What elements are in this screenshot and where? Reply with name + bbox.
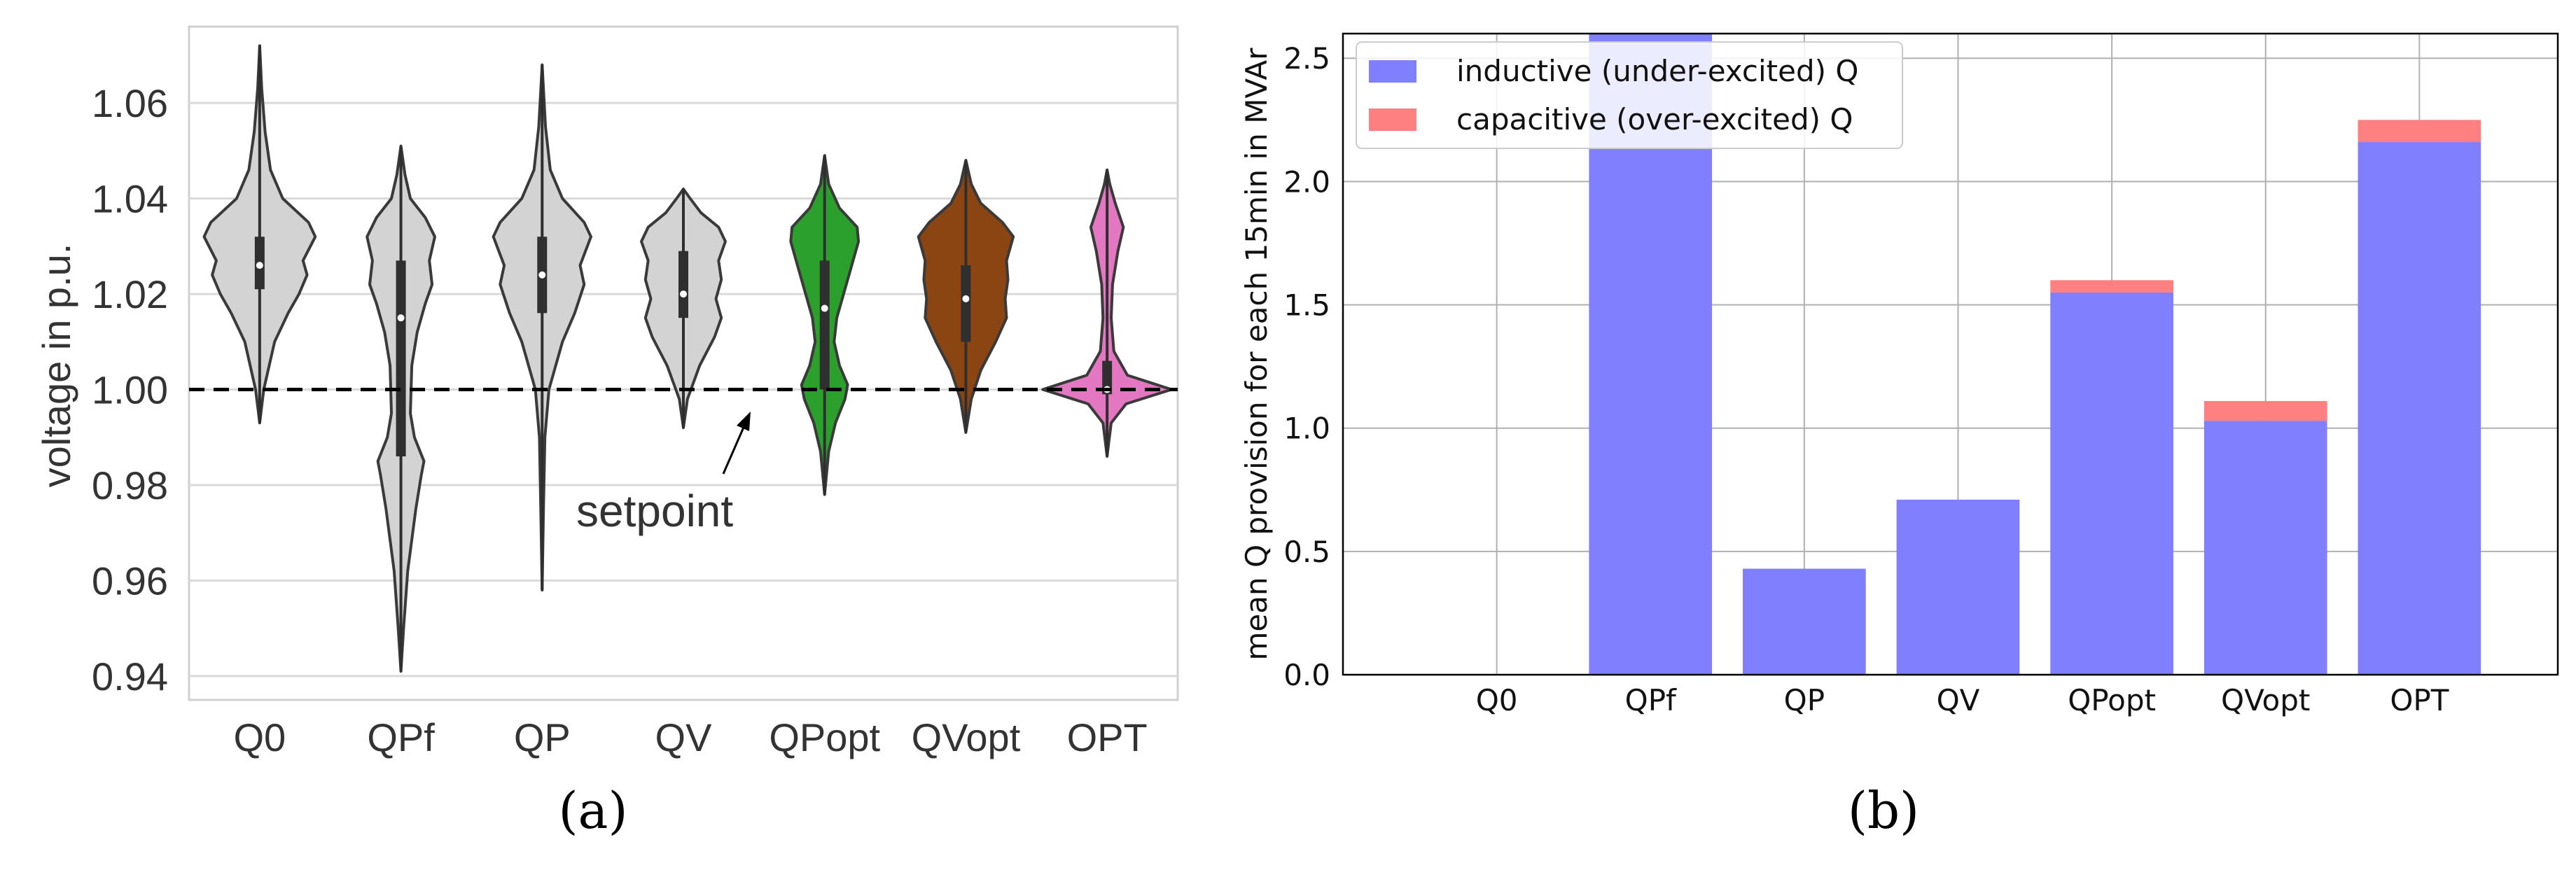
violin-y-tick-label: 0.96 <box>92 559 168 603</box>
legend-swatch-capacitive <box>1369 108 1416 131</box>
panel-a-label: (a) <box>558 781 627 840</box>
bar-y-tick-label: 1.5 <box>1283 288 1330 323</box>
violin-y-axis-label: voltage in p.u. <box>34 244 78 488</box>
bar-x-tick-labels: Q0 QPf QP QV QPopt QVopt OPT <box>1476 683 2449 717</box>
violin-y-tick-label: 0.94 <box>92 654 168 699</box>
violin-x-tick-labels: Q0 QPf QP QV QPopt QVopt OPT <box>234 715 1148 759</box>
violin-median-dot <box>821 304 828 312</box>
bar-inductive-qpopt <box>2050 292 2173 675</box>
violin-qpf <box>365 144 436 673</box>
setpoint-annotation: setpoint <box>576 486 733 536</box>
bar-legend: inductive (under-excited) Q capacitive (… <box>1356 41 1903 149</box>
violin-y-tick-label: 1.06 <box>92 81 168 125</box>
legend-label-capacitive: capacitive (over-excited) Q <box>1456 102 1853 136</box>
violin-median-dot <box>680 290 687 298</box>
violin-qvopt <box>917 159 1015 434</box>
violins <box>202 44 1174 673</box>
violin-x-tick-label: QV <box>655 715 713 759</box>
bar-inductive-qp <box>1743 568 1866 675</box>
violin-x-tick-label: QVopt <box>912 715 1021 759</box>
violin-x-tick-label: OPT <box>1067 715 1148 759</box>
violin-iqr-box <box>1102 360 1113 395</box>
violin-iqr-box <box>678 251 688 318</box>
bar-x-tick-label: Q0 <box>1476 683 1518 717</box>
violin-iqr-box <box>961 265 971 342</box>
legend-label-inductive: inductive (under-excited) Q <box>1456 54 1858 88</box>
violin-opt <box>1041 168 1174 458</box>
setpoint-arrow-head <box>737 412 751 431</box>
bar-x-tick-label: OPT <box>2390 683 2449 717</box>
violin-qp <box>492 63 592 592</box>
violin-chart-panel: 0.94 0.96 0.98 1.00 1.02 1.04 1.06 setpoint Q0… <box>34 25 1179 840</box>
bar-y-tick-label: 0.0 <box>1283 658 1330 692</box>
violin-qpopt <box>789 154 861 496</box>
bar-x-tick-label: QPopt <box>2068 683 2156 717</box>
violin-q0 <box>202 44 317 425</box>
bar-y-tick-label: 2.0 <box>1283 164 1330 199</box>
violin-y-tick-labels: 0.94 0.96 0.98 1.00 1.02 1.04 1.06 <box>92 81 168 699</box>
legend-box <box>1356 41 1903 149</box>
violin-x-tick-label: QPf <box>367 715 435 759</box>
bar-capacitive-qpopt <box>2050 280 2173 293</box>
violin-iqr-box <box>396 260 406 457</box>
violin-y-tick-label: 1.02 <box>92 272 168 316</box>
bar-chart-panel: 0.0 0.5 1.0 1.5 2.0 2.5 Q0 QPf QP QV QPopt QVopt OP… <box>1239 32 2559 840</box>
violin-median-dot <box>397 314 405 322</box>
violin-iqr-box <box>819 260 830 390</box>
violin-y-tick-label: 1.04 <box>92 177 168 221</box>
violin-x-tick-label: Q0 <box>234 715 286 759</box>
violin-qv <box>640 188 727 430</box>
bar-x-tick-label: QPf <box>1625 683 1677 717</box>
violin-median-dot <box>538 271 546 279</box>
panel-b-label: (b) <box>1848 781 1919 840</box>
bar-x-tick-label: QVopt <box>2221 683 2310 717</box>
bar-capacitive-opt <box>2358 120 2481 143</box>
bar-inductive-opt <box>2358 142 2481 675</box>
bar-inductive-qvopt <box>2203 421 2327 675</box>
bar-x-tick-label: QV <box>1937 683 1980 717</box>
violin-median-dot <box>256 262 263 269</box>
setpoint-arrow-shaft <box>722 423 746 475</box>
bar-y-tick-label: 1.0 <box>1283 412 1330 446</box>
bar-x-tick-label: QP <box>1784 683 1825 717</box>
bar-inductive-qv <box>1896 499 2020 675</box>
violin-x-tick-label: QP <box>514 715 571 759</box>
bar-plot-area <box>1342 32 2559 676</box>
bar-y-tick-label: 0.5 <box>1283 535 1330 569</box>
violin-median-dot <box>962 295 970 302</box>
legend-swatch-inductive <box>1369 60 1416 83</box>
bar-y-tick-label: 2.5 <box>1283 41 1330 76</box>
violin-y-tick-label: 0.98 <box>92 463 168 507</box>
violin-x-tick-label: QPopt <box>769 715 880 759</box>
bar-capacitive-qvopt <box>2203 400 2327 421</box>
bar-y-axis-label: mean Q provision for each 15min in MVAr <box>1239 48 1274 661</box>
violin-y-tick-label: 1.00 <box>92 368 168 412</box>
bar-y-tick-labels: 0.0 0.5 1.0 1.5 2.0 2.5 <box>1283 41 1330 692</box>
